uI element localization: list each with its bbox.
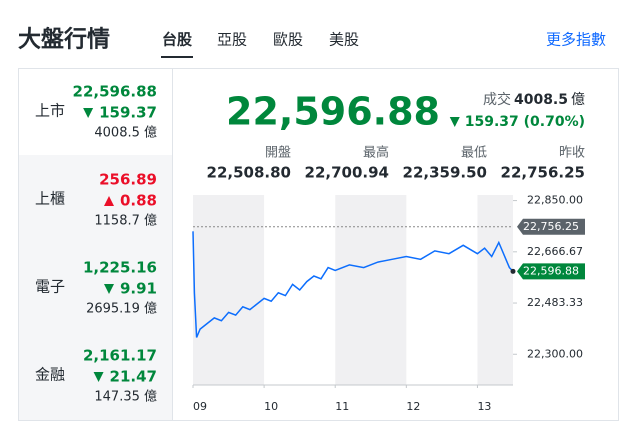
stat-value: 22,756.25 [501,164,585,182]
index-price: 1,225.16 [83,259,157,277]
index-name: 上櫃 [35,190,65,208]
trend-arrow [103,196,114,206]
stat-value: 22,508.80 [207,164,291,182]
stat-label: 開盤 [265,146,291,161]
trend-arrow [93,372,104,382]
x-tick-label: 13 [477,400,491,413]
index-price: 256.89 [99,171,157,189]
reference-label: 22,756.25 [523,220,579,233]
main-price: 22,596.88 [226,90,440,134]
tab[interactable]: 美股 [329,31,359,49]
price-line [192,231,514,338]
trend-arrow [103,284,114,294]
stat-value: 22,700.94 [305,164,389,182]
index-name: 金融 [35,366,65,384]
y-tick-label: 22,300.00 [527,347,583,360]
main-change: 159.37 (0.70%) [465,114,585,130]
trend-arrow [83,108,94,118]
volume-label: 成交 [483,91,511,108]
last-tag [517,263,585,280]
main-trend-arrow [449,117,460,127]
index-volume: 147.35 億 [94,389,157,405]
title: 大盤行情 [18,26,110,53]
x-tick-label: 11 [335,400,349,413]
stat-label: 最高 [363,145,389,161]
x-tick-label: 12 [406,400,420,413]
last-label: 22,596.88 [523,264,579,277]
y-tick-label: 22,850.00 [527,194,583,207]
index-change: 21.47 [110,368,157,386]
stat-label: 昨收 [559,146,585,161]
session-band [193,195,265,385]
reference-tag [517,218,585,235]
volume-unit: 億 [571,92,585,108]
index-change: 9.91 [120,280,157,298]
index-volume: 4008.5 億 [94,125,157,141]
more-link[interactable]: 更多指數 [546,31,606,49]
session-band [477,195,513,385]
index-volume: 1158.7 億 [94,213,157,229]
card [18,68,619,421]
x-tick-label: 09 [193,400,207,413]
index-name: 電子 [35,278,65,296]
index-price: 2,161.17 [83,347,157,365]
index-change: 0.88 [120,192,157,210]
tab[interactable]: 歐股 [273,31,303,49]
index-volume: 2695.19 億 [86,301,157,317]
y-tick-label: 22,666.67 [527,245,583,258]
session-band [335,195,407,385]
x-tick-label: 10 [264,400,278,413]
index-name: 上市 [35,102,65,120]
tab[interactable]: 亞股 [217,31,247,49]
y-tick-label: 22,483.33 [527,296,583,309]
index-change: 159.37 [99,104,157,122]
stat-value: 22,359.50 [403,164,487,182]
tab[interactable]: 台股 [162,31,193,49]
volume: 4008.5 [514,92,568,108]
index-price: 22,596.88 [73,83,157,101]
stat-label: 最低 [461,146,487,161]
last-point [510,268,516,274]
